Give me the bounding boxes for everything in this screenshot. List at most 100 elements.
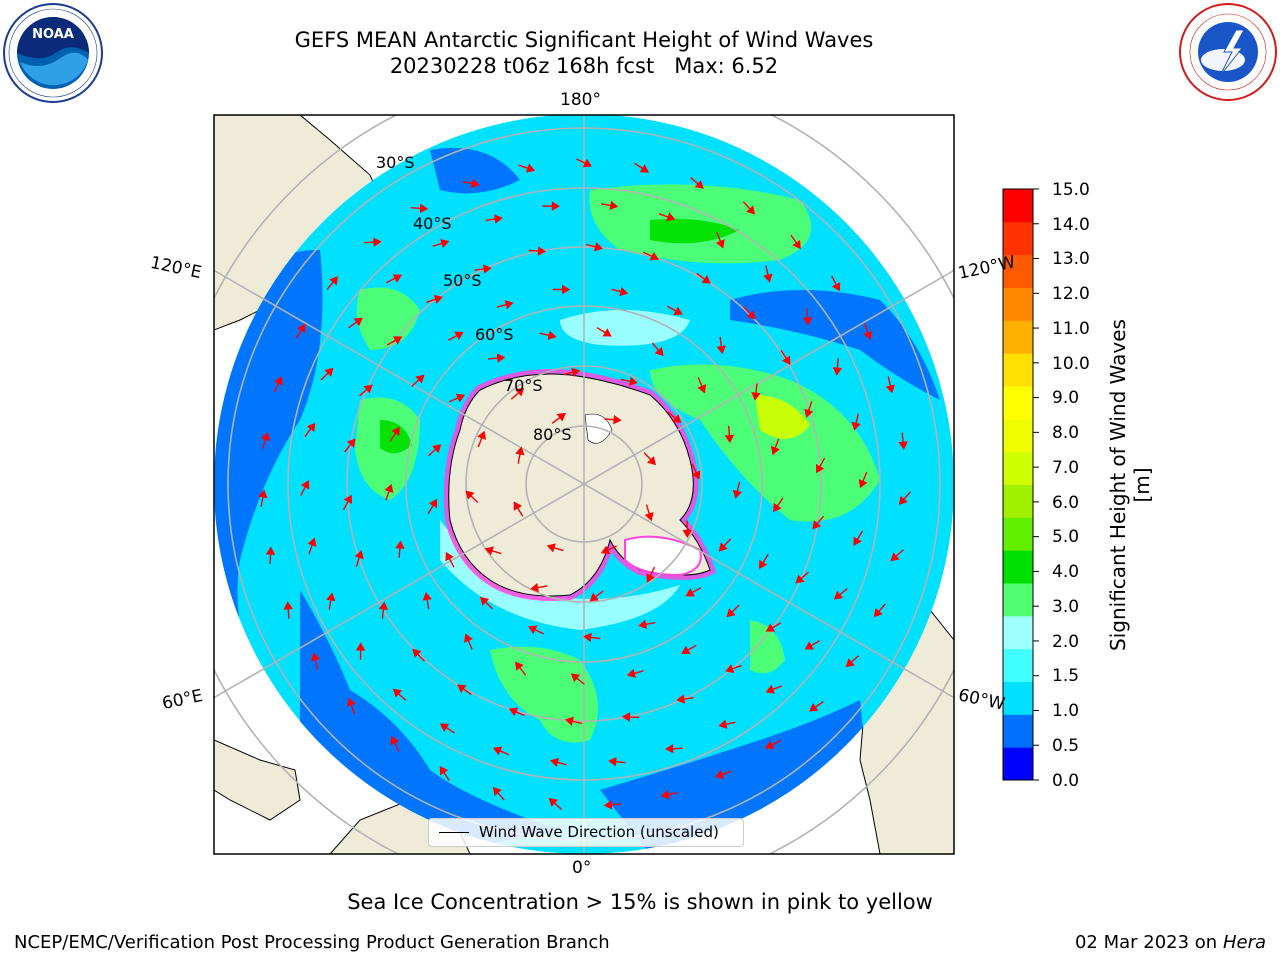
wind-wave-arrow xyxy=(515,661,527,676)
wind-wave-arrow xyxy=(448,331,464,341)
wind-wave-arrow xyxy=(611,286,629,297)
wind-wave-arrow xyxy=(487,353,506,363)
colorbar-tick: 0.0 xyxy=(1052,771,1080,791)
map-legend: Wind Wave Direction (unscaled) xyxy=(428,818,744,847)
wind-wave-arrow xyxy=(603,800,622,810)
colorbar-segment xyxy=(1003,254,1033,288)
wind-wave-arrow xyxy=(427,444,442,457)
wind-wave-arrow xyxy=(320,367,334,381)
wind-wave-arrow xyxy=(552,284,571,295)
wind-wave-arrow xyxy=(658,212,676,222)
colorbar-tick: 11.0 xyxy=(1052,319,1090,339)
map-title: GEFS MEAN Antarctic Significant Height o… xyxy=(294,28,874,52)
colorbar-segment xyxy=(1003,353,1033,387)
footer-date: 02 Mar 2023 on Hera xyxy=(1075,932,1266,953)
colorbar-segment xyxy=(1003,451,1033,485)
colorbar-tick: 12.0 xyxy=(1052,284,1090,304)
wind-wave-arrow xyxy=(646,566,656,583)
colorbar-tick: 10.0 xyxy=(1052,354,1090,374)
wind-wave-arrow xyxy=(464,633,473,650)
wind-wave-arrow xyxy=(510,387,525,400)
wind-wave-arrow xyxy=(326,592,336,610)
wind-wave-arrow xyxy=(643,452,656,466)
wind-wave-arrow xyxy=(660,790,678,800)
wind-wave-arrow xyxy=(358,384,373,397)
wind-wave-arrow xyxy=(474,264,492,274)
wind-wave-arrow xyxy=(570,673,585,685)
wave-height-region xyxy=(750,620,785,674)
wind-wave-arrow xyxy=(530,582,548,593)
wind-wave-arrow xyxy=(804,640,821,650)
wind-wave-arrow xyxy=(355,642,366,660)
wind-wave-arrow xyxy=(898,432,908,450)
wind-wave-arrow xyxy=(667,411,682,424)
wind-wave-arrow xyxy=(634,162,650,173)
colorbar-tick: 6.0 xyxy=(1052,493,1080,513)
lat-label-60s: 60°S xyxy=(475,325,514,344)
wind-wave-arrow xyxy=(832,358,843,376)
svg-text:NOAA: NOAA xyxy=(32,27,74,42)
wind-wave-arrow xyxy=(326,276,339,291)
lon-label-0: 0° xyxy=(572,858,592,878)
wind-wave-arrow xyxy=(307,537,317,555)
wind-wave-arrow xyxy=(596,326,612,337)
wave-height-region xyxy=(755,395,810,439)
wind-wave-arrow xyxy=(445,551,455,568)
wind-wave-arrow xyxy=(513,501,524,517)
wind-wave-arrow xyxy=(427,498,438,515)
wind-wave-arrow xyxy=(395,540,405,558)
wind-wave-arrow xyxy=(260,432,270,449)
wind-wave-arrow xyxy=(724,425,735,444)
wind-wave-arrow xyxy=(681,644,697,655)
colorbar-tick: 15.0 xyxy=(1052,180,1090,200)
wind-wave-arrow xyxy=(390,735,400,752)
meridian-line xyxy=(214,483,585,699)
colorbar-segment xyxy=(1003,484,1033,518)
wind-wave-arrow xyxy=(412,648,425,662)
wind-wave-arrow xyxy=(576,158,593,168)
lat-label-80s: 80°S xyxy=(533,425,572,444)
colorbar-tick: 2.0 xyxy=(1052,632,1080,652)
wave-height-region xyxy=(214,250,323,720)
colorbar-tick: 14.0 xyxy=(1052,215,1090,235)
colorbar-tick: 0.5 xyxy=(1052,736,1080,756)
wave-height-region xyxy=(650,364,880,522)
colorbar-tick: 4.0 xyxy=(1052,562,1080,582)
wind-wave-arrow xyxy=(551,412,566,424)
wind-wave-arrow xyxy=(480,596,494,610)
wind-wave-arrow xyxy=(600,200,619,211)
wind-wave-arrow xyxy=(715,232,725,249)
wind-wave-arrow xyxy=(790,234,801,250)
wind-wave-arrow xyxy=(691,463,701,480)
wind-wave-arrow xyxy=(484,546,502,556)
wind-wave-arrow xyxy=(604,414,622,425)
wind-wave-arrow xyxy=(718,538,732,552)
colorbar-segment xyxy=(1003,648,1033,682)
meridian-line xyxy=(214,269,585,485)
wind-wave-arrow xyxy=(716,336,726,355)
map-frame xyxy=(213,114,955,855)
wind-wave-arrow xyxy=(344,438,356,453)
wind-wave-arrow xyxy=(697,377,707,394)
wind-wave-arrow xyxy=(548,797,563,810)
colorbar-tick: 3.0 xyxy=(1052,597,1080,617)
wind-wave-arrow xyxy=(283,601,293,619)
wind-wave-arrow xyxy=(515,446,525,464)
wave-height-region xyxy=(440,520,680,630)
ice-shelf xyxy=(624,535,702,577)
wind-wave-arrow xyxy=(642,251,660,261)
nws-logo xyxy=(1179,3,1277,101)
wind-wave-arrow xyxy=(665,744,683,754)
colorbar-tick: 1.5 xyxy=(1052,666,1080,686)
wind-wave-arrow xyxy=(809,701,824,712)
colorbar-tick: 7.0 xyxy=(1052,458,1080,478)
wind-wave-arrow xyxy=(690,177,704,189)
wind-wave-arrow xyxy=(386,336,403,346)
wave-height-region xyxy=(356,287,420,350)
wave-height-region xyxy=(650,218,740,244)
wind-wave-arrow xyxy=(426,294,443,304)
wind-wave-arrow xyxy=(863,323,873,341)
wind-wave-arrow xyxy=(492,786,505,801)
wind-wave-arrow xyxy=(563,367,581,377)
